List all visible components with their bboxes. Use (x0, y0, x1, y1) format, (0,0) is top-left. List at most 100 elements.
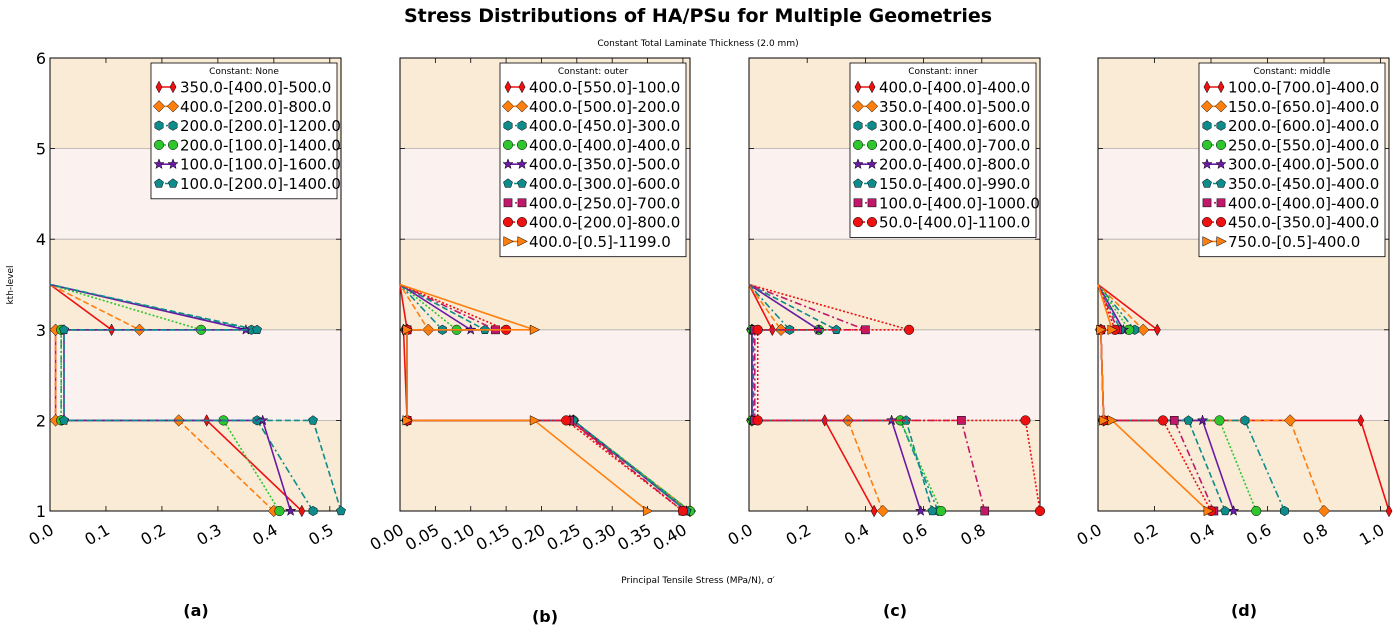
legend-marker (154, 120, 164, 131)
data-point (529, 324, 541, 336)
legend-marker (152, 100, 166, 113)
legend-marker (852, 139, 864, 150)
data-point (308, 505, 318, 517)
data-point (1137, 323, 1150, 336)
legend-marker (1214, 100, 1228, 113)
legend-marker (502, 217, 514, 228)
legend-marker (517, 236, 528, 247)
legend-marker (866, 139, 878, 150)
x-tick-label: 0.8 (957, 520, 989, 549)
legend-marker (504, 80, 512, 94)
x-tick-label: 0.1 (81, 520, 113, 549)
legend-title: Constant: outer (558, 67, 629, 77)
legend-marker (169, 80, 177, 94)
panel-label: (d) (1231, 601, 1257, 620)
x-axis-label: Principal Tensile Stress (MPa/N), σ′ (621, 576, 775, 586)
chart-panel-1: 0.0 0.1 0.2 0.3 0.4 0.5 1 2 3 4 5 6 Constant: None 35… (25, 49, 346, 620)
legend-label: 350.0-[400.0]-500.0 (879, 98, 1030, 116)
legend-marker (1202, 178, 1212, 188)
series-line (399, 284, 691, 512)
data-point (1317, 504, 1331, 518)
y-tick-label: 6 (36, 49, 46, 68)
legend-label: 200.0-[600.0]-400.0 (1228, 117, 1379, 135)
series-line (748, 283, 1041, 512)
legend: Constant: middle 100.0-[700.0]-400.0150.0… (1198, 62, 1386, 258)
chart-panel-4: 0.0 0.2 0.4 0.6 0.8 1.0 Constant: middle 100.0-… (1073, 57, 1393, 620)
series-line (399, 284, 691, 512)
legend-marker (517, 178, 527, 188)
legend-label: 100.0-[100.0]-1600.0 (180, 156, 341, 174)
legend-marker (1201, 217, 1213, 228)
series-line (399, 283, 684, 512)
legend-marker (852, 158, 864, 170)
x-tick-label: 0.15 (473, 520, 513, 554)
data-point (1284, 414, 1297, 427)
legend-marker (1216, 178, 1226, 188)
legend-label: 100.0-[200.0]-1400.0 (180, 175, 341, 193)
x-tick-label: 0.25 (543, 520, 583, 554)
legend-marker (866, 217, 878, 228)
data-point (1107, 324, 1118, 336)
data-point (870, 504, 878, 518)
background-band (400, 329, 690, 421)
legend-box (1198, 62, 1386, 258)
background-band (50, 329, 341, 421)
data-point (308, 415, 318, 425)
legend-label: 400.0-[200.0]-800.0 (180, 98, 331, 116)
data-point (1214, 415, 1225, 426)
legend-label: 400.0-[400.0]-400.0 (879, 79, 1030, 97)
data-point (284, 504, 297, 516)
data-point (1169, 416, 1179, 425)
legend-marker (865, 100, 879, 113)
x-tick-label: 0.3 (193, 520, 225, 549)
background-band (50, 420, 341, 511)
legend-marker (866, 158, 878, 170)
legend-label: 200.0-[100.0]-1400.0 (180, 136, 341, 154)
data-point (1196, 414, 1209, 426)
series-line (399, 283, 649, 512)
legend-label: 450.0-[350.0]-400.0 (1228, 214, 1379, 232)
legend-marker (502, 139, 514, 150)
legend-label: 250.0-[550.0]-400.0 (1228, 136, 1379, 154)
data-series (748, 283, 1046, 517)
legend-marker (516, 139, 528, 150)
data-point (1099, 415, 1110, 426)
legend-marker (1201, 139, 1213, 150)
series-line (1097, 284, 1209, 512)
figure-subtitle: Constant Total Laminate Thickness (2.0 m… (597, 39, 798, 49)
series-line (49, 283, 281, 512)
chart-panel-2: 0.000.050.100.150.200.250.300.350.40 Cons… (367, 57, 697, 626)
x-tick-label: 0.05 (402, 520, 442, 554)
legend-marker (517, 198, 527, 208)
data-point (677, 505, 688, 517)
legend-label: 400.0-[250.0]-700.0 (529, 194, 680, 212)
data-point (915, 504, 927, 516)
legend-marker (515, 100, 529, 113)
data-point (1157, 415, 1169, 426)
x-tick-label: 0.0 (1073, 520, 1105, 549)
data-point (957, 416, 966, 425)
legend-label: 400.0-[450.0]-300.0 (529, 117, 680, 135)
data-point (1280, 505, 1289, 517)
legend-label: 400.0-[550.0]-100.0 (529, 79, 680, 97)
legend-label: 400.0-[400.0]-400.0 (1228, 194, 1379, 212)
x-tick-label: 0.5 (305, 520, 337, 549)
legend-marker (155, 80, 163, 94)
legend-marker (851, 100, 865, 113)
legend-marker (1216, 236, 1227, 247)
legend-marker (516, 217, 528, 228)
series-line (1097, 284, 1257, 512)
legend-marker (854, 80, 862, 94)
legend-marker (154, 178, 164, 188)
legend-marker (1200, 100, 1214, 113)
series-line (49, 283, 275, 512)
legend-marker (1217, 80, 1225, 94)
legend-marker (852, 217, 864, 228)
legend-marker (867, 178, 877, 188)
background-band (749, 420, 1040, 511)
x-tick-label: 0.40 (650, 520, 690, 554)
legend-marker (1202, 120, 1212, 131)
series-line (748, 283, 986, 512)
legend-marker (503, 236, 514, 247)
x-tick-label: 0.2 (137, 520, 169, 549)
